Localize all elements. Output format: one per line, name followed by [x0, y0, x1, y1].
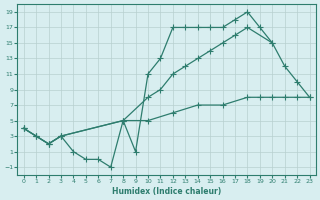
X-axis label: Humidex (Indice chaleur): Humidex (Indice chaleur)	[112, 187, 221, 196]
